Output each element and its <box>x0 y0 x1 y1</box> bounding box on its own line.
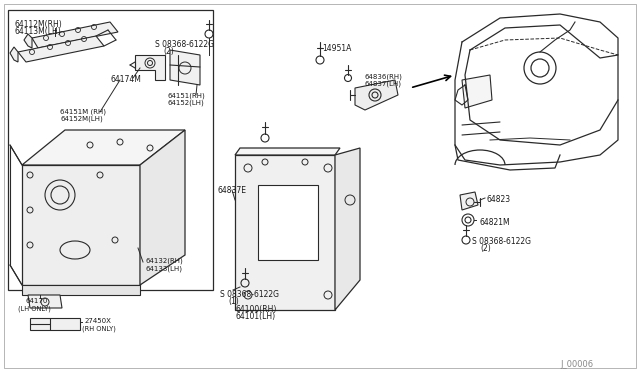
Polygon shape <box>462 75 492 108</box>
Text: 64174M: 64174M <box>110 75 141 84</box>
Polygon shape <box>18 36 104 62</box>
Text: (2): (2) <box>163 47 173 56</box>
Text: 64170: 64170 <box>25 298 47 304</box>
Text: 64100(RH): 64100(RH) <box>235 305 276 314</box>
Polygon shape <box>135 55 165 80</box>
Text: 64837(LH): 64837(LH) <box>365 80 402 87</box>
Polygon shape <box>335 148 360 310</box>
Text: 64113M(LH): 64113M(LH) <box>14 27 61 36</box>
Text: 64152M(LH): 64152M(LH) <box>60 115 103 122</box>
Polygon shape <box>355 80 398 110</box>
Text: (2): (2) <box>480 244 491 253</box>
Text: 64836(RH): 64836(RH) <box>365 73 403 80</box>
Text: 64112M(RH): 64112M(RH) <box>14 20 61 29</box>
Polygon shape <box>235 155 335 310</box>
Text: (1): (1) <box>228 297 239 306</box>
Text: 64133(LH): 64133(LH) <box>145 265 182 272</box>
Polygon shape <box>140 130 185 285</box>
Text: 64101(LH): 64101(LH) <box>235 312 275 321</box>
Text: 64132(RH): 64132(RH) <box>145 258 183 264</box>
Text: 14951A: 14951A <box>322 44 351 53</box>
Text: 64821M: 64821M <box>480 218 511 227</box>
Polygon shape <box>22 165 140 285</box>
Text: 64151(RH): 64151(RH) <box>168 92 205 99</box>
Polygon shape <box>24 34 32 48</box>
Text: (RH ONLY): (RH ONLY) <box>82 325 116 331</box>
Polygon shape <box>32 22 118 48</box>
Text: (LH ONLY): (LH ONLY) <box>18 305 51 311</box>
Polygon shape <box>22 130 185 165</box>
Text: 64152(LH): 64152(LH) <box>168 99 205 106</box>
Polygon shape <box>10 47 18 62</box>
Text: 27450X: 27450X <box>85 318 112 324</box>
Polygon shape <box>460 192 478 210</box>
Polygon shape <box>30 318 80 330</box>
Text: S 08368-6122G: S 08368-6122G <box>220 290 279 299</box>
Text: S 08368-6122G: S 08368-6122G <box>472 237 531 246</box>
Polygon shape <box>22 285 140 295</box>
Text: J_00006: J_00006 <box>560 360 593 369</box>
Text: 64823: 64823 <box>487 195 511 204</box>
Text: 64151M (RH): 64151M (RH) <box>60 108 106 115</box>
Polygon shape <box>28 295 62 308</box>
Polygon shape <box>170 50 200 85</box>
Polygon shape <box>258 185 318 260</box>
Bar <box>8 10 213 290</box>
Polygon shape <box>235 148 340 155</box>
Text: S 08368-6122G: S 08368-6122G <box>155 40 214 49</box>
Text: 64837E: 64837E <box>218 186 247 195</box>
